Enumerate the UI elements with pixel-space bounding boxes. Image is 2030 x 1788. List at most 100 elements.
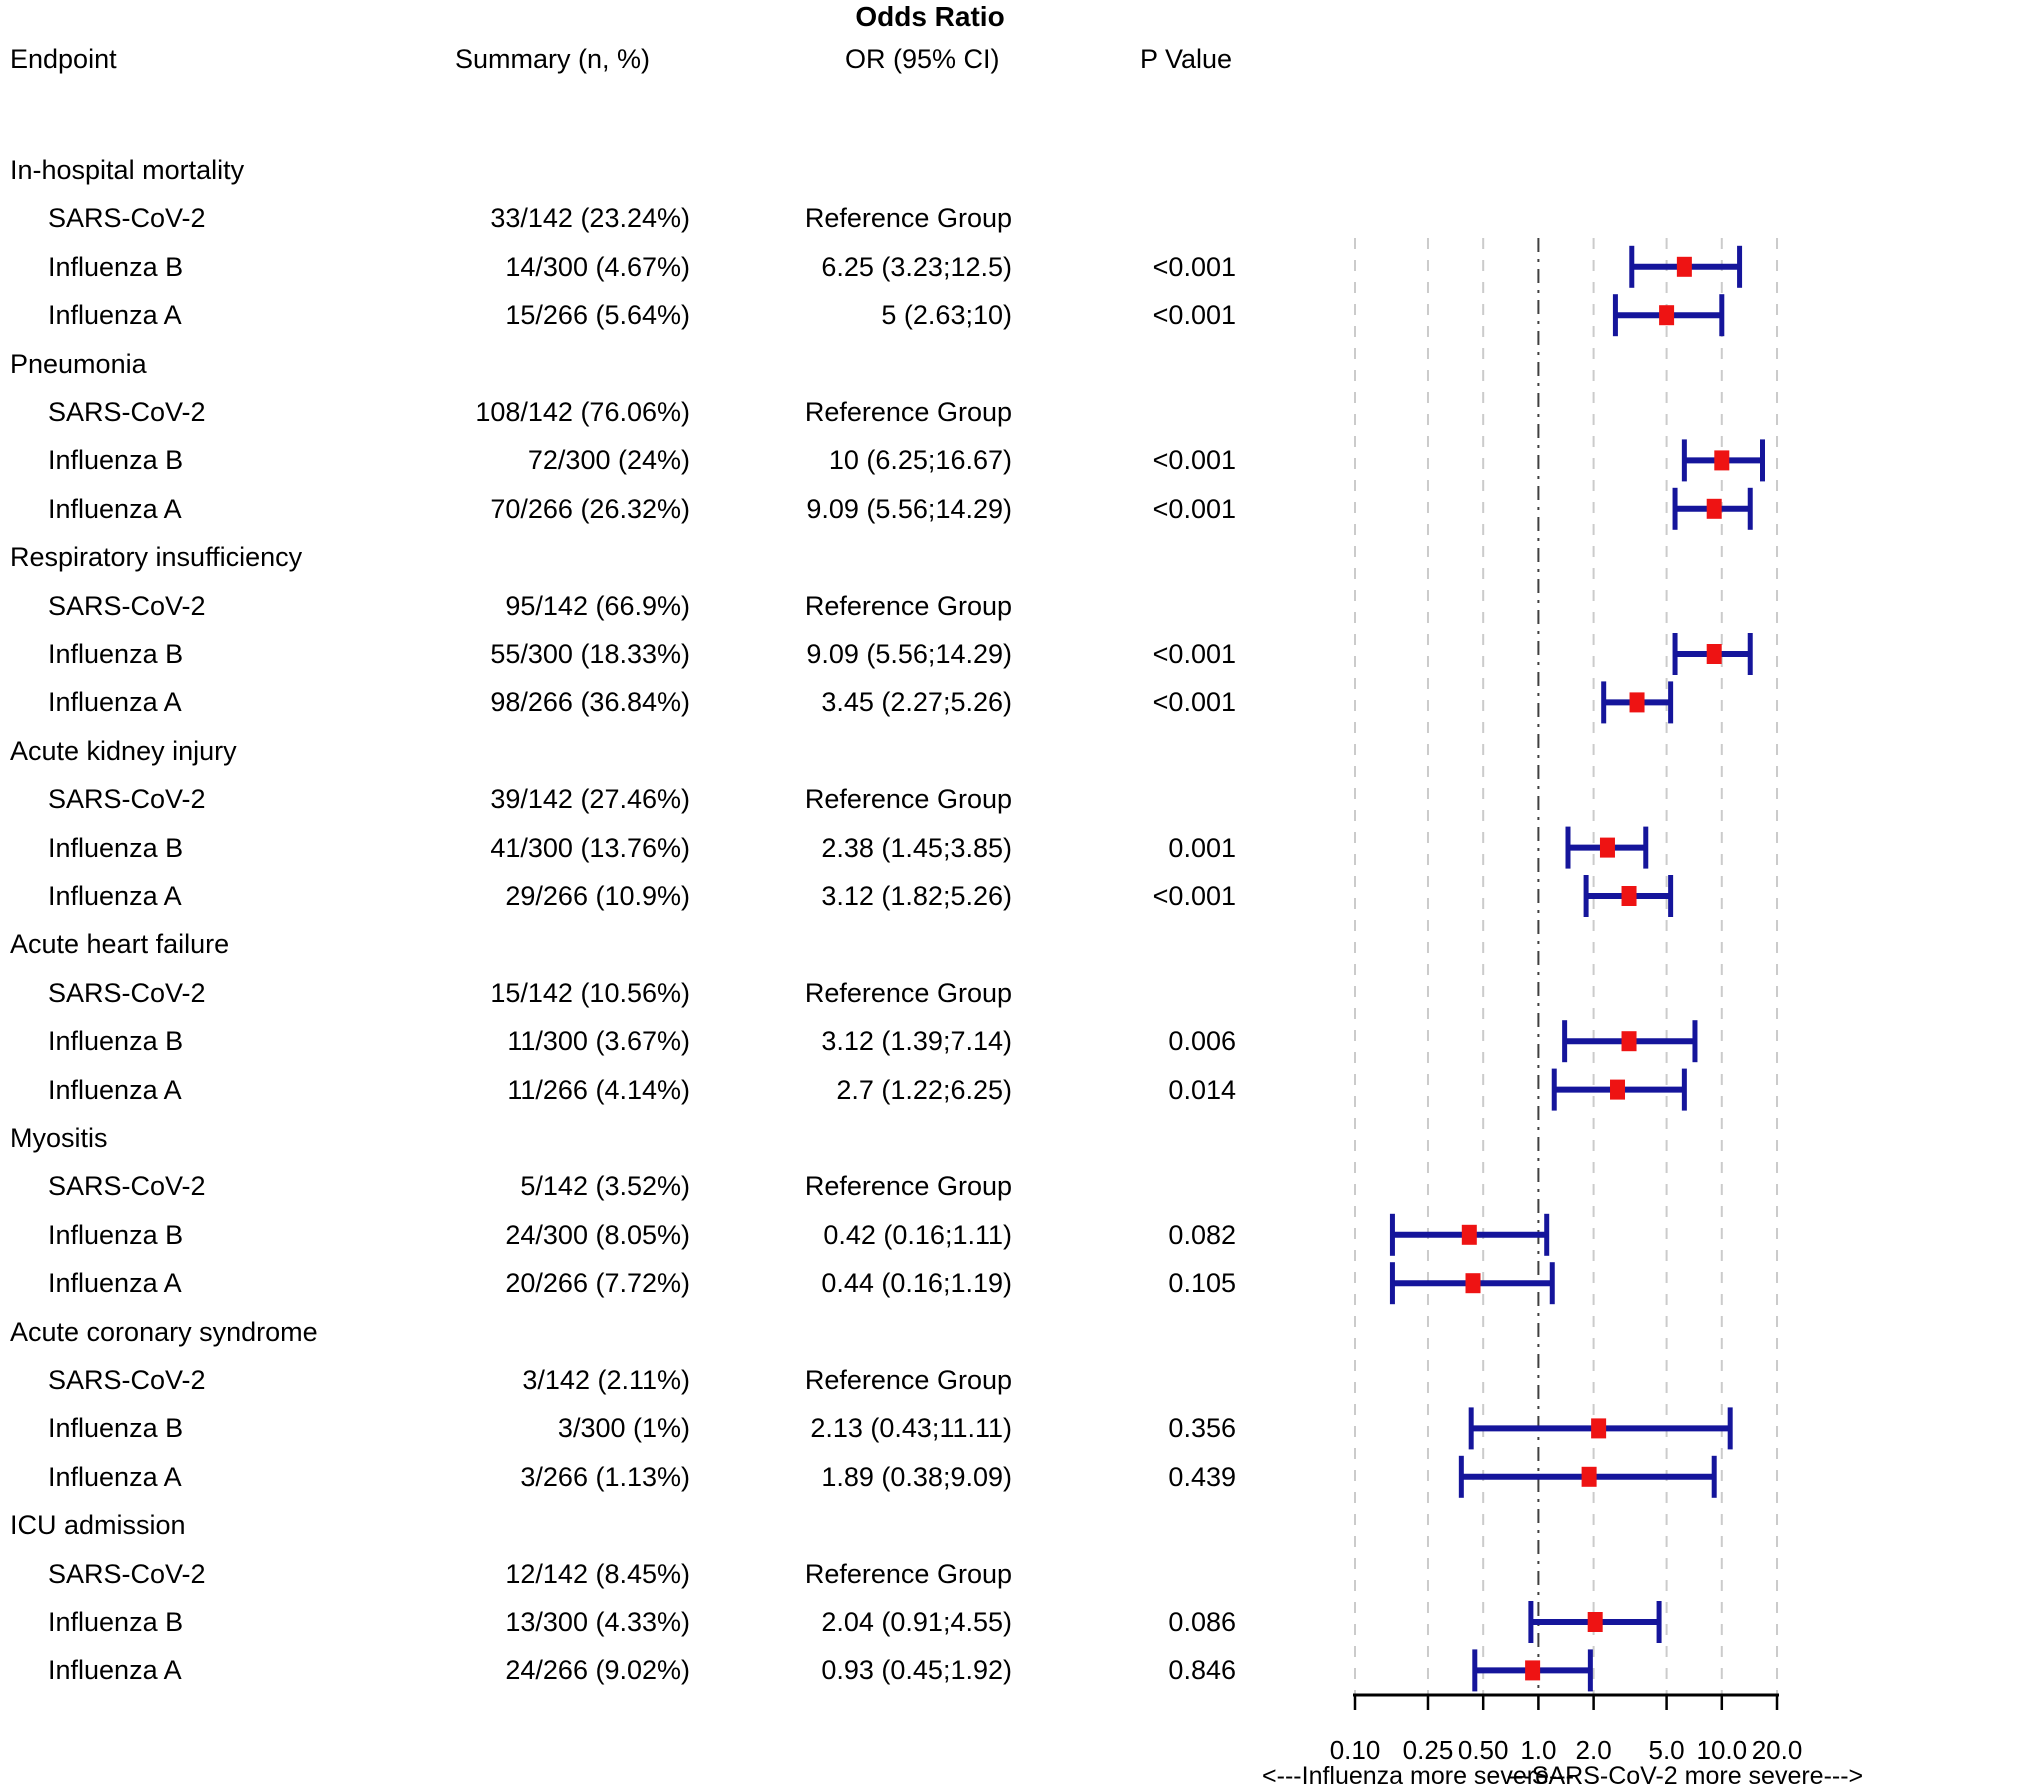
or-marker: [1581, 1466, 1597, 1487]
p-value: <0.001: [1152, 639, 1236, 669]
endpoint-label: Acute heart failure: [10, 929, 230, 960]
data-row: SARS-CoV-2 12/142 (8.45%) Reference Group: [0, 1554, 1300, 1594]
or-ci-value: 6.25 (3.23;12.5): [821, 251, 1012, 282]
p-value: 0.082: [1168, 1219, 1236, 1250]
or-marker: [1659, 305, 1675, 326]
or-ci-value: 9.09 (5.56;14.29): [806, 493, 1012, 524]
column-header-summary: Summary (n, %): [455, 44, 651, 74]
data-row: Influenza B 13/300 (4.33%) 2.04 (0.91;4.55…: [0, 1602, 1300, 1642]
summary-value: 15/142 (10.56%): [490, 977, 690, 1008]
or-ci-value: 0.42 (0.16;1.11): [823, 1219, 1012, 1250]
summary-value: 33/142 (23.24%): [490, 203, 690, 234]
or-marker: [1706, 644, 1722, 664]
or-ci-value: Reference Group: [804, 1558, 1012, 1589]
summary-value: 70/266 (26.32%): [490, 493, 690, 524]
endpoint-label: Myositis: [10, 1123, 108, 1153]
or-marker: [1465, 1273, 1481, 1294]
axis-tick-label: 0.50: [1458, 1735, 1509, 1765]
group-label: Influenza B: [48, 639, 184, 669]
section-row: In-hospital mortality: [0, 150, 1300, 190]
endpoint-label: Acute coronary syndrome: [10, 1316, 318, 1347]
group-label: Influenza A: [48, 687, 182, 718]
data-row: Influenza A 24/266 (9.02%) 0.93 (0.45;1.92…: [0, 1650, 1300, 1690]
group-label: Influenza B: [48, 1219, 184, 1250]
p-value: 0.014: [1168, 1074, 1236, 1105]
group-label: SARS-CoV-2: [48, 203, 206, 234]
endpoint-label: Respiratory insufficiency: [10, 542, 303, 573]
chart-title: Odds Ratio: [855, 1, 1005, 32]
summary-value: 98/266 (36.84%): [490, 687, 690, 718]
or-ci-value: 3.12 (1.39;7.14): [821, 1026, 1012, 1057]
axis-caption-sars-cov-2-more-severe: ---SARS-CoV-2 more severe--->: [1507, 1762, 1863, 1788]
axis-caption-influenza-more-severe: <---Influenza more severe---: [1262, 1762, 1574, 1788]
axis-tick-label: 0.25: [1403, 1735, 1454, 1765]
data-row: Influenza A 98/266 (36.84%) 3.45 (2.27;5.2…: [0, 682, 1300, 722]
or-ci-value: 2.7 (1.22;6.25): [836, 1074, 1012, 1105]
summary-value: 11/300 (3.67%): [507, 1026, 690, 1057]
or-ci-value: Reference Group: [804, 1171, 1012, 1202]
group-label: Influenza A: [48, 300, 182, 331]
summary-value: 108/142 (76.06%): [475, 397, 690, 427]
p-value: 0.086: [1168, 1607, 1236, 1637]
summary-value: 24/300 (8.05%): [505, 1219, 690, 1250]
or-marker: [1461, 1224, 1477, 1245]
data-row: Influenza B 3/300 (1%) 2.13 (0.43;11.11) 0.…: [0, 1408, 1300, 1448]
or-ci-value: 9.09 (5.56;14.29): [806, 639, 1012, 669]
data-row: Influenza B 24/300 (8.05%) 0.42 (0.16;1.11…: [0, 1215, 1300, 1255]
data-row: Influenza B 11/300 (3.67%) 3.12 (1.39;7.14…: [0, 1021, 1300, 1061]
summary-value: 55/300 (18.33%): [490, 639, 690, 669]
p-value: <0.001: [1152, 251, 1236, 282]
section-row: Pneumonia: [0, 344, 1300, 384]
data-row: SARS-CoV-2 3/142 (2.11%) Reference Group: [0, 1360, 1300, 1400]
section-row: Myositis: [0, 1118, 1300, 1158]
data-row: SARS-CoV-2 33/142 (23.24%) Reference Group: [0, 198, 1300, 238]
data-row: Influenza A 20/266 (7.72%) 0.44 (0.16;1.19…: [0, 1263, 1300, 1303]
summary-value: 3/142 (2.11%): [522, 1365, 690, 1395]
or-ci-value: 1.89 (0.38;9.09): [821, 1461, 1012, 1492]
p-value: 0.105: [1168, 1268, 1236, 1299]
summary-value: 39/142 (27.46%): [490, 784, 690, 815]
p-value: <0.001: [1152, 300, 1236, 331]
group-label: Influenza B: [48, 1607, 184, 1637]
group-label: SARS-CoV-2: [48, 977, 206, 1008]
group-label: Influenza B: [48, 1413, 184, 1444]
group-label: Influenza A: [48, 1655, 182, 1686]
group-label: SARS-CoV-2: [48, 1171, 206, 1202]
or-ci-value: Reference Group: [804, 977, 1012, 1008]
group-label: Influenza A: [48, 1461, 182, 1492]
group-label: Influenza B: [48, 1026, 184, 1057]
data-row: Influenza B 55/300 (18.33%) 9.09 (5.56;14.…: [0, 634, 1300, 674]
summary-value: 11/266 (4.14%): [507, 1074, 690, 1105]
or-ci-value: 0.44 (0.16;1.19): [821, 1268, 1012, 1299]
or-ci-value: Reference Group: [804, 203, 1012, 234]
data-row: SARS-CoV-2 108/142 (76.06%) Reference Grou…: [0, 392, 1300, 432]
or-marker: [1599, 837, 1615, 858]
group-label: SARS-CoV-2: [48, 590, 206, 621]
p-value: 0.001: [1168, 832, 1236, 863]
group-label: Influenza B: [48, 832, 184, 863]
data-row: Influenza A 70/266 (26.32%) 9.09 (5.56;14.…: [0, 489, 1300, 529]
p-value: <0.001: [1152, 687, 1236, 718]
or-ci-value: 2.04 (0.91;4.55): [821, 1607, 1012, 1637]
or-marker: [1587, 1612, 1603, 1632]
data-row: Influenza B 14/300 (4.67%) 6.25 (3.23;12.5…: [0, 247, 1300, 287]
p-value: <0.001: [1152, 881, 1236, 911]
summary-value: 41/300 (13.76%): [490, 832, 690, 863]
section-row: Respiratory insufficiency: [0, 537, 1300, 577]
or-ci-value: Reference Group: [804, 1365, 1012, 1395]
group-label: SARS-CoV-2: [48, 397, 206, 427]
section-row: Acute kidney injury: [0, 731, 1300, 771]
endpoint-label: Pneumonia: [10, 348, 147, 379]
or-marker: [1621, 886, 1637, 906]
group-label: Influenza A: [48, 1074, 182, 1105]
or-marker: [1525, 1660, 1541, 1681]
group-label: Influenza B: [48, 445, 184, 476]
or-ci-value: 10 (6.25;16.67): [828, 445, 1012, 476]
group-label: SARS-CoV-2: [48, 1365, 206, 1395]
or-ci-value: 5 (2.63;10): [881, 300, 1012, 331]
group-label: SARS-CoV-2: [48, 1558, 206, 1589]
data-row: Influenza A 29/266 (10.9%) 3.12 (1.82;5.26…: [0, 876, 1300, 916]
axis-tick-label: 0.10: [1330, 1735, 1381, 1765]
